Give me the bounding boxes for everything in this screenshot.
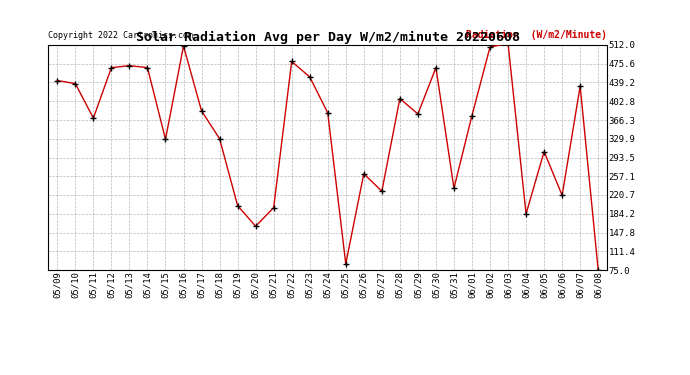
Text: Radiation  (W/m2/Minute): Radiation (W/m2/Minute) (466, 30, 607, 40)
Title: Solar Radiation Avg per Day W/m2/minute 20220608: Solar Radiation Avg per Day W/m2/minute … (136, 31, 520, 44)
Text: Copyright 2022 Cartronics.com: Copyright 2022 Cartronics.com (48, 32, 193, 40)
